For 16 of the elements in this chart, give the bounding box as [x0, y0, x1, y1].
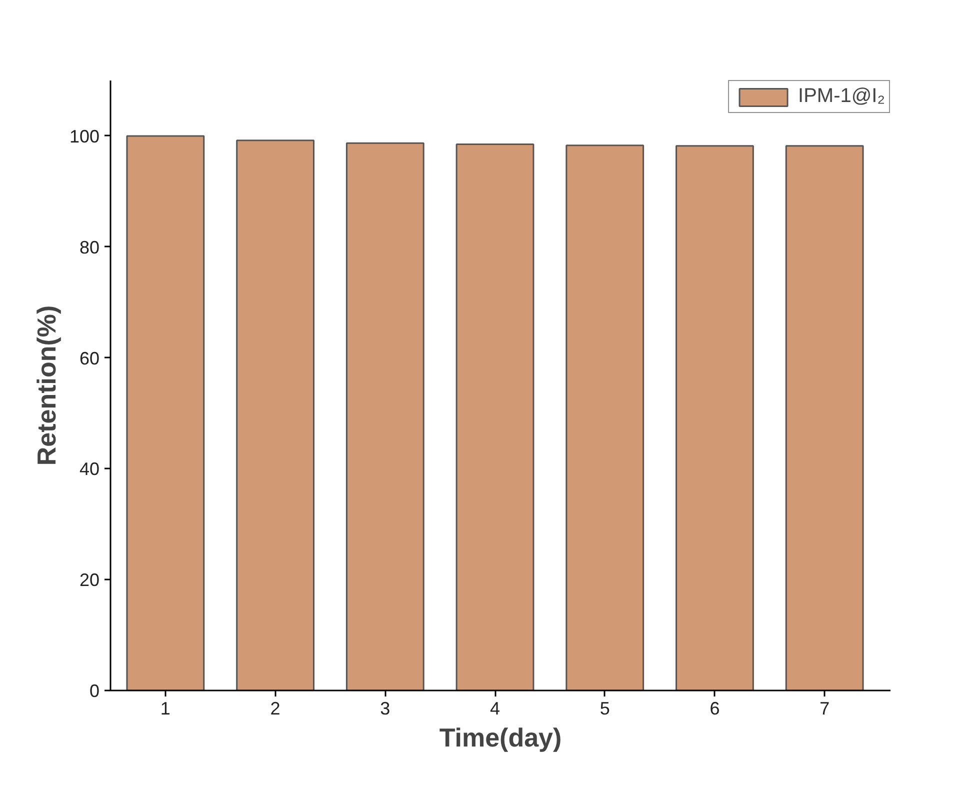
y-tick-label: 80	[79, 237, 100, 258]
y-tick-label: 0	[89, 681, 100, 701]
y-tick-label: 100	[69, 126, 100, 146]
x-tick-label: 7	[820, 698, 830, 718]
x-tick-label: 3	[380, 698, 390, 718]
y-tick-label: 20	[79, 570, 100, 590]
x-tick-label: 6	[710, 698, 720, 718]
x-tick-label: 4	[490, 698, 500, 718]
x-tick-label: 5	[600, 698, 610, 718]
x-axis-title: Time(day)	[439, 722, 562, 752]
legend-label: IPM-1@I₂	[798, 85, 885, 108]
y-tick-label: 60	[79, 348, 100, 368]
x-tick-label: 2	[270, 698, 280, 718]
y-tick-label: 40	[79, 459, 100, 480]
y-axis-title: Retention(%)	[31, 305, 62, 466]
x-tick-label: 1	[160, 698, 170, 718]
